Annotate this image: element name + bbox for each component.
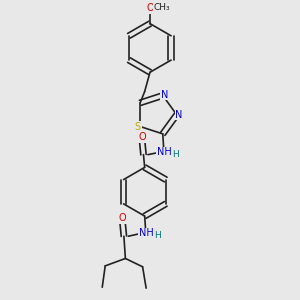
Text: S: S bbox=[135, 122, 141, 131]
Text: H: H bbox=[172, 149, 179, 158]
Text: NH: NH bbox=[139, 228, 154, 238]
Text: NH: NH bbox=[157, 147, 172, 157]
Text: O: O bbox=[138, 132, 146, 142]
Text: H: H bbox=[154, 230, 161, 239]
Text: CH₃: CH₃ bbox=[154, 2, 170, 11]
Text: O: O bbox=[118, 213, 126, 224]
Text: N: N bbox=[176, 110, 183, 120]
Text: O: O bbox=[146, 3, 154, 13]
Text: N: N bbox=[160, 90, 168, 100]
